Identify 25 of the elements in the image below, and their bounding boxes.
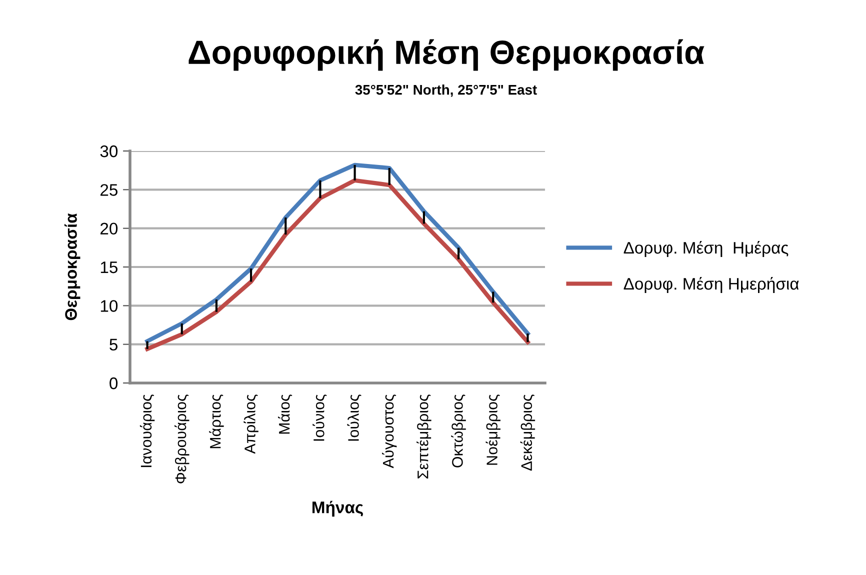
x-tick-label: Μάιος	[278, 394, 292, 434]
x-tick-label: Ιανουάριος	[140, 394, 155, 468]
x-tick-label: Δεκέμβριος	[520, 394, 536, 471]
y-tick-label: 0	[110, 377, 118, 390]
x-tick-label: Ιούνιος	[312, 394, 327, 441]
y-tick-label: 20	[100, 222, 118, 235]
y-tick-label: 10	[100, 300, 118, 312]
legend-label: Δορυφ. Μέση Ημέρας	[624, 240, 788, 257]
x-tick-label: Οκτώβριος	[451, 394, 466, 468]
legend-label: Δορυφ. Μέση Ημερήσια	[624, 277, 799, 294]
x-tick-label: Απρίλιος	[244, 394, 258, 454]
y-tick-label: 30	[100, 145, 118, 158]
y-tick-label: 5	[110, 338, 118, 351]
chart-title: Δορυφορική Μέση Θερμοκρασία	[188, 39, 704, 71]
x-tick-label: Αύγουστος	[382, 394, 397, 468]
chart-subtitle: 35°5'52" North, 25°7'5" East	[355, 84, 537, 97]
x-axis-title: Μήνας	[312, 500, 363, 517]
y-tick-label: 15	[100, 262, 118, 274]
y-tick-label: 25	[100, 184, 118, 196]
x-tick-label: Νοέμβριος	[486, 394, 500, 465]
x-tick-label: Ιούλιος	[347, 394, 362, 441]
x-tick-label: Φεβρουάριος	[174, 394, 190, 484]
x-tick-label: Σεπτέμβριος	[416, 394, 432, 478]
y-axis-title: Θερμοκρασία	[64, 213, 80, 320]
x-tick-label: Μάρτιος	[209, 394, 224, 448]
